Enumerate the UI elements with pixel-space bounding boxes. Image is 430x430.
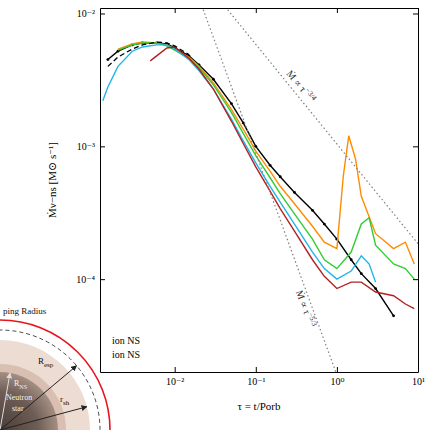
tick-mark — [175, 367, 176, 372]
series-point — [269, 164, 272, 167]
series-line — [118, 42, 414, 264]
inset-label-sub: esp — [44, 361, 54, 369]
tick-label: 10⁻² — [166, 376, 184, 387]
tick: 10⁻² — [77, 8, 105, 19]
tick-mark — [413, 279, 418, 280]
tick — [337, 8, 338, 13]
annotation: ion NS — [112, 335, 140, 346]
series-line — [150, 47, 414, 309]
axis-line — [101, 372, 419, 373]
inset-label: RNS — [14, 379, 27, 390]
inner-shell — [0, 364, 66, 430]
axis-line — [101, 8, 419, 9]
tick — [413, 146, 418, 147]
neutron-star — [0, 372, 58, 430]
series-point — [212, 78, 215, 81]
series-point — [279, 175, 282, 178]
reference-label-exponent: −5/3 — [306, 311, 319, 327]
tick-mark — [256, 367, 257, 372]
y-axis-right — [413, 9, 419, 373]
series-point — [350, 258, 353, 261]
tick-label: 10⁻⁴ — [76, 274, 95, 285]
axis-line — [100, 9, 101, 373]
x-axis-title: τ = t/Porb — [237, 400, 281, 412]
reference-label-exponent: −3/4 — [303, 86, 319, 103]
series-point — [254, 145, 257, 148]
reference-line — [199, 8, 337, 372]
reference-label: Ṁ ∝ τ−5/3 — [294, 288, 320, 329]
tick — [413, 13, 418, 14]
tick: 10⁻² — [166, 367, 184, 387]
series-line — [118, 43, 414, 279]
inset-diagram: Neutron star RNS rsh Resp ping Radius — [0, 306, 110, 430]
expansion-circle — [0, 330, 100, 430]
tick: 10⁻³ — [77, 141, 105, 152]
series-point — [311, 209, 314, 212]
tick-label: 10⁻³ — [77, 141, 95, 152]
tick-label: 10⁻² — [77, 8, 95, 19]
inset-label-sub: sh — [63, 399, 70, 407]
tick-mark — [413, 146, 418, 147]
reference-label-text: Ṁ ∝ τ — [294, 289, 313, 316]
tick-mark — [256, 8, 257, 13]
trapping-circle — [0, 320, 110, 430]
series-line — [108, 42, 189, 66]
series-point — [230, 102, 233, 105]
annotation: ion NS — [112, 349, 140, 360]
trapping-label: ping Radius — [3, 306, 47, 316]
shell — [0, 340, 90, 430]
tick-mark — [100, 13, 105, 14]
series-point — [374, 287, 377, 290]
series-point — [293, 191, 296, 194]
series-point — [106, 58, 109, 61]
tick — [175, 8, 176, 13]
tick-label: 10⁻¹ — [247, 376, 265, 387]
y-axis-title: Ṁν−ns [M⊙ s⁻¹] — [46, 142, 58, 218]
reference-label: Ṁ ∝ τ−3/4 — [284, 67, 319, 106]
inset-label: Resp — [38, 356, 54, 369]
tick-mark — [175, 8, 176, 13]
tick — [413, 279, 418, 280]
tick: 10⁻¹ — [247, 367, 265, 387]
inset-arrow — [0, 366, 77, 430]
series-point — [392, 314, 395, 317]
inset-label-sub: NS — [19, 384, 27, 390]
tick-mark — [413, 13, 418, 14]
star-label: Neutron star — [6, 393, 32, 413]
tick-mark — [100, 146, 105, 147]
series-line — [103, 45, 376, 282]
series-point — [360, 272, 363, 275]
tick: 10⁻⁴ — [76, 274, 105, 285]
y-axis: 10⁻⁴ 10⁻³ 10⁻² — [76, 8, 105, 372]
reference-line — [175, 8, 418, 244]
axis-line — [418, 9, 419, 373]
tick — [256, 8, 257, 13]
star-label-line: star — [12, 404, 24, 413]
tick-mark — [337, 8, 338, 13]
chart-svg: 10⁻² 10⁻¹ 10⁰ 10¹ 10⁻⁴ 10⁻³ 10⁻² τ = t/Porb Ṁν−n… — [0, 0, 430, 430]
plot-area — [103, 8, 418, 372]
star-label-line: Neutron — [6, 393, 32, 402]
tick-label: 10⁰ — [330, 376, 344, 387]
series-line — [108, 43, 394, 316]
inset-label: rsh — [60, 394, 70, 407]
x-axis: 10⁻² 10⁻¹ 10⁰ 10¹ — [101, 367, 426, 387]
series-point — [323, 223, 326, 226]
x-axis-top — [101, 8, 419, 13]
tick-mark — [100, 279, 105, 280]
tick-mark — [337, 367, 338, 372]
tick-label: 10¹ — [412, 376, 425, 387]
tick: 10⁰ — [330, 367, 344, 387]
